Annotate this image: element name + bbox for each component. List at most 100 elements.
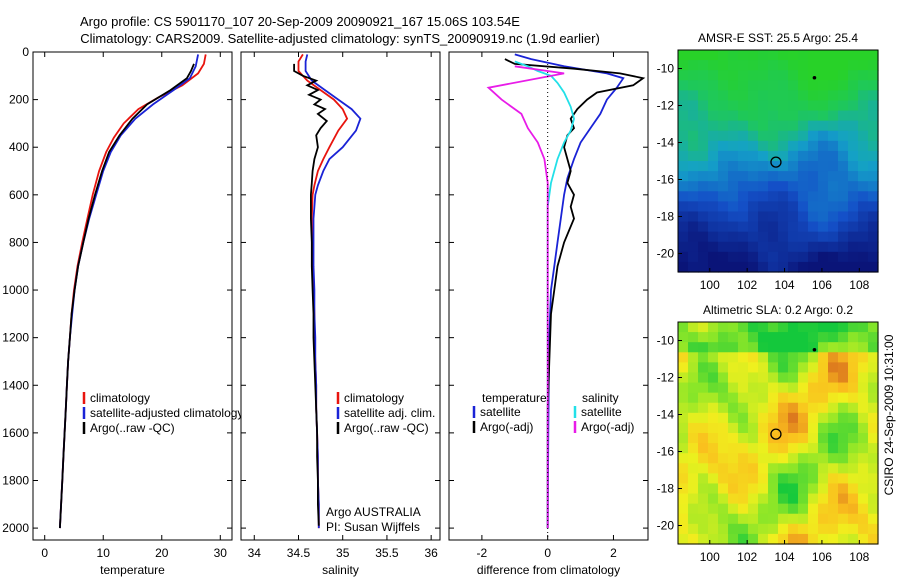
map-cell bbox=[758, 352, 769, 363]
map-cell bbox=[718, 130, 729, 142]
map-cell bbox=[728, 422, 739, 434]
map-cell bbox=[818, 120, 829, 132]
map-cell bbox=[748, 70, 759, 81]
map-frame bbox=[677, 49, 879, 273]
map-cell bbox=[698, 382, 709, 394]
map-cell bbox=[688, 150, 699, 162]
map-cell bbox=[828, 50, 839, 61]
map-cell bbox=[838, 70, 849, 81]
x-tick-label: 34.5 bbox=[287, 546, 311, 560]
map-cell bbox=[738, 171, 749, 182]
map-cell bbox=[848, 412, 859, 424]
map-cell bbox=[848, 191, 859, 202]
map-cell bbox=[688, 523, 699, 535]
map-cell bbox=[738, 251, 749, 263]
map-cell bbox=[688, 231, 699, 243]
map-cell bbox=[818, 241, 829, 253]
map-cell bbox=[748, 251, 759, 263]
map-cell bbox=[698, 191, 709, 202]
map-cell bbox=[778, 211, 789, 223]
map-cell bbox=[768, 191, 779, 202]
map-cell bbox=[728, 221, 739, 233]
map-cell bbox=[858, 130, 869, 142]
map-cell bbox=[818, 483, 829, 495]
map-cell bbox=[708, 50, 719, 61]
map-cell bbox=[848, 110, 859, 122]
map-x-tick-label: 104 bbox=[775, 550, 795, 564]
map-cell bbox=[818, 251, 829, 263]
map-cell bbox=[738, 443, 749, 454]
map-cell bbox=[708, 362, 719, 374]
map-cell bbox=[768, 140, 779, 152]
map-cell bbox=[748, 150, 759, 162]
map-cell bbox=[698, 50, 709, 61]
map-cell bbox=[698, 463, 709, 474]
map-cell bbox=[808, 392, 819, 404]
map-cell bbox=[748, 322, 759, 333]
map-cell bbox=[678, 90, 689, 102]
map-x-tick-label: 102 bbox=[737, 550, 757, 564]
map-cell bbox=[798, 150, 809, 162]
map-cell bbox=[758, 120, 769, 132]
map-cell bbox=[788, 171, 799, 182]
map-cell bbox=[848, 231, 859, 243]
map-cell bbox=[738, 362, 749, 374]
map-cell bbox=[828, 322, 839, 333]
map-cell bbox=[838, 100, 849, 112]
map-cell bbox=[818, 191, 829, 202]
map-cell bbox=[718, 150, 729, 162]
map-cell bbox=[768, 181, 779, 192]
map-cell bbox=[778, 171, 789, 182]
map-cell bbox=[688, 483, 699, 495]
map-cell bbox=[718, 211, 729, 223]
map-cell bbox=[808, 130, 819, 142]
map-cell bbox=[808, 493, 819, 505]
map-cell bbox=[818, 402, 829, 414]
map-cell bbox=[828, 161, 839, 172]
map-cell bbox=[688, 80, 699, 91]
y-tick-label: 800 bbox=[9, 235, 29, 249]
map-cell bbox=[788, 241, 799, 253]
map-cell bbox=[718, 221, 729, 233]
map-cell bbox=[858, 433, 869, 444]
map-cell bbox=[698, 221, 709, 233]
map-cell bbox=[768, 110, 779, 122]
map-cell bbox=[768, 523, 779, 535]
y-tick-label: 600 bbox=[9, 188, 29, 202]
map-cell bbox=[788, 181, 799, 192]
map-cell bbox=[778, 140, 789, 152]
series-line bbox=[293, 63, 329, 526]
map-cell bbox=[848, 181, 859, 192]
map-cell bbox=[868, 392, 879, 404]
map-cell bbox=[758, 443, 769, 454]
legend-label: satellite-adjusted climatology bbox=[90, 406, 243, 420]
x-tick-label: 2 bbox=[610, 546, 617, 560]
map-cell bbox=[698, 372, 709, 384]
map-cell bbox=[728, 181, 739, 192]
map-cell bbox=[758, 231, 769, 243]
map-cell bbox=[778, 463, 789, 474]
map-cell bbox=[748, 503, 759, 515]
map-cell bbox=[688, 402, 699, 414]
map-cell bbox=[738, 60, 749, 71]
map-cell bbox=[858, 70, 869, 81]
map-cell bbox=[718, 251, 729, 263]
map-cell bbox=[818, 342, 829, 353]
map-cell bbox=[848, 422, 859, 434]
map-cell bbox=[798, 161, 809, 172]
map-cell bbox=[808, 382, 819, 394]
map-cell bbox=[708, 443, 719, 454]
map-cell bbox=[678, 60, 689, 71]
map-cell bbox=[848, 211, 859, 223]
map-x-tick-label: 106 bbox=[812, 550, 832, 564]
map-cell bbox=[728, 443, 739, 454]
map-cell bbox=[758, 50, 769, 61]
y-tick-label: 1400 bbox=[2, 378, 29, 392]
map-cell bbox=[788, 140, 799, 152]
map-cell bbox=[778, 50, 789, 61]
map-x-tick-label: 100 bbox=[700, 550, 720, 564]
map-cell bbox=[748, 231, 759, 243]
map-cell bbox=[868, 201, 879, 213]
map-cell bbox=[758, 422, 769, 434]
map-cell bbox=[758, 60, 769, 71]
